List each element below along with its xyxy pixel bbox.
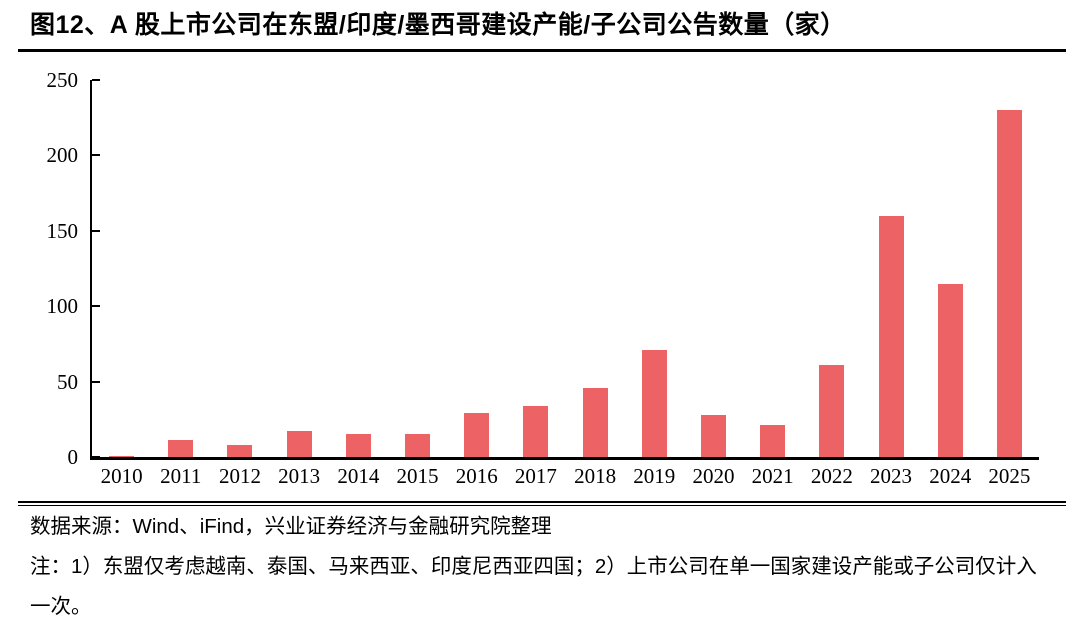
x-tick-label-2022: 2022 [810,464,853,488]
x-tick-label-2017: 2017 [514,464,557,488]
x-tick-label-2015: 2015 [396,464,439,488]
bar-2022 [819,365,845,457]
bar-2019 [641,349,667,457]
x-tick-label-2021: 2021 [751,464,794,488]
x-tick-label-2025: 2025 [988,464,1031,488]
bar-2010 [109,455,135,457]
y-tick-mark-200 [92,154,100,157]
title-underline [18,49,1066,52]
y-tick-mark-150 [92,229,100,232]
y-tick-label-0: 0 [67,445,79,469]
data-source-text: 数据来源：Wind、iFind，兴业证券经济与金融研究院整理 [30,515,552,538]
bar-2016 [464,413,490,457]
note-text: 注：1）东盟仅考虑越南、泰国、马来西亚、印度尼西亚四国；2）上市公司在单一国家建… [30,555,1037,618]
separator-line [18,501,1066,506]
bar-2015 [405,434,431,457]
y-tick-label-50: 50 [57,369,78,394]
y-tick-mark-250 [92,79,100,81]
x-tick-label-2018: 2018 [574,464,617,488]
y-tick-label-100: 100 [46,294,79,319]
chart-footer: 数据来源：Wind、iFind，兴业证券经济与金融研究院整理 注：1）东盟仅考虑… [30,507,1052,627]
bar-2023 [878,215,904,457]
bar-2024 [937,283,963,457]
x-tick-label-2023: 2023 [870,464,913,488]
y-tick-label-200: 200 [46,143,79,168]
x-tick-label-2010: 2010 [100,464,143,488]
y-tick-label-150: 150 [46,218,79,243]
bar-2025 [996,110,1022,457]
bar-2020 [700,414,726,457]
x-tick-label-2020: 2020 [692,464,735,488]
bar-2011 [168,440,194,457]
y-tick-mark-100 [92,305,100,308]
y-tick-label-250: 250 [46,68,79,92]
bar-2021 [760,425,786,457]
x-tick-label-2016: 2016 [455,464,498,488]
x-tick-label-2014: 2014 [337,464,380,488]
figure-title: 图12、A 股上市公司在东盟/印度/墨西哥建设产能/子公司公告数量（家） [30,11,846,39]
x-tick-label-2013: 2013 [278,464,321,488]
x-tick-label-2024: 2024 [929,464,972,488]
x-tick-label-2019: 2019 [633,464,676,488]
y-tick-mark-50 [92,380,100,383]
bar-2013 [286,431,312,457]
bar-2018 [582,387,608,457]
y-tick-mark-0 [92,456,100,458]
bar-2014 [345,434,371,457]
plot-area: 2010 2011 2012 2013 2014 2015 2016 2017 2018 2019… [90,80,1039,488]
x-tick-label-2011: 2011 [160,464,202,488]
bar-2012 [227,444,253,457]
bar-2017 [523,405,549,457]
x-tick-label-2012: 2012 [218,464,261,488]
